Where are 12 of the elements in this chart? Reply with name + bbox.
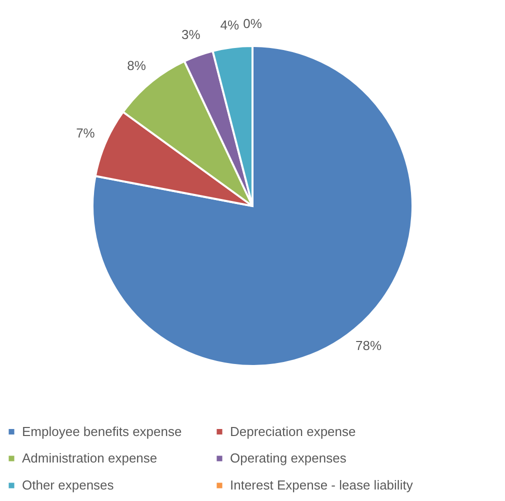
legend-label: Interest Expense - lease liability [230, 478, 414, 492]
data-label: 8% [127, 58, 146, 73]
data-label: 4% [220, 17, 240, 32]
data-label: 3% [181, 26, 201, 42]
legend-label: Employee benefits expense [22, 424, 182, 439]
text: 0% [243, 16, 262, 31]
data-label: 78% [355, 338, 382, 354]
legend-label: Administration expense [22, 450, 158, 466]
legend-label: Depreciation expense [230, 424, 356, 439]
legend-label: Operating expenses [230, 450, 347, 466]
data-label: 7% [76, 126, 96, 141]
legend-label: Other expenses [22, 478, 114, 492]
